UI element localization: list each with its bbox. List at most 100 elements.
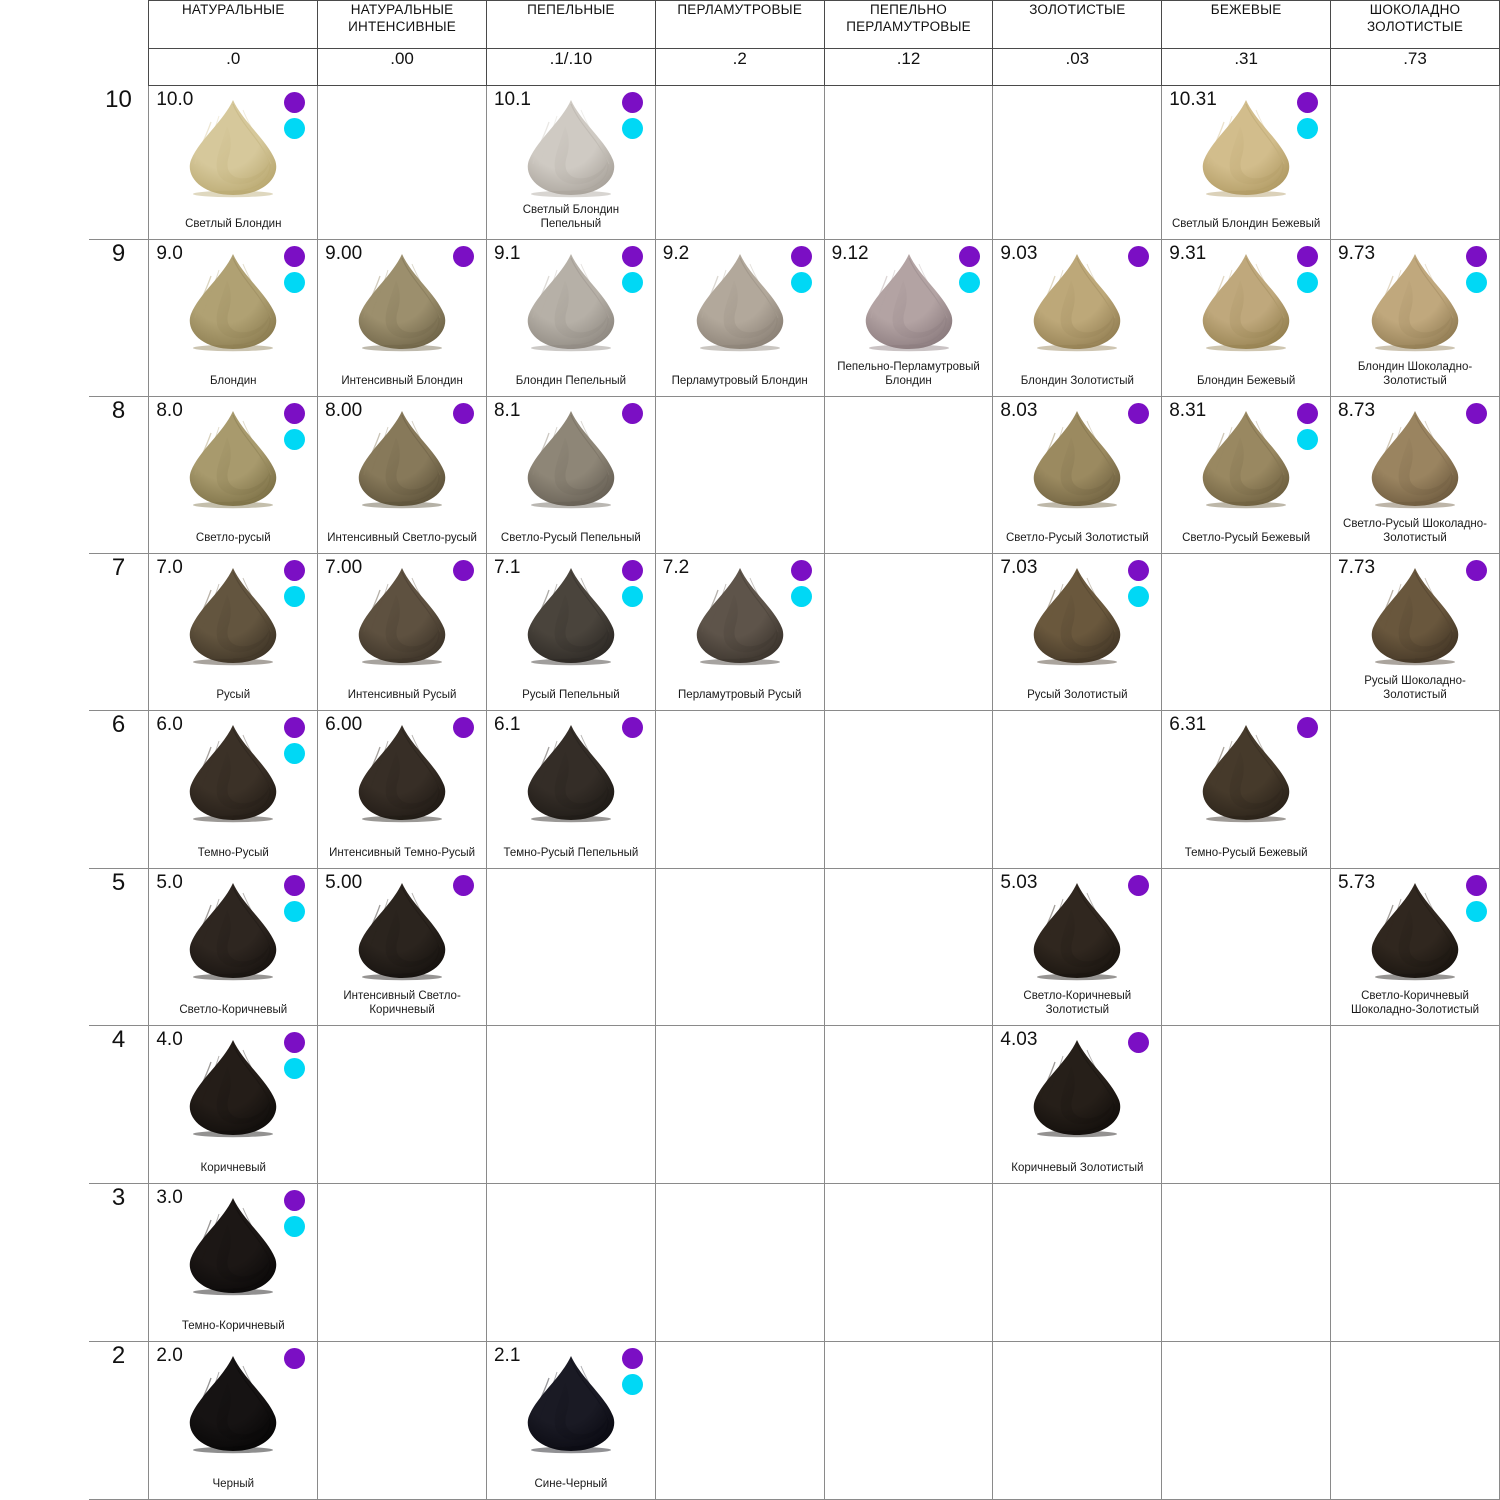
shade-cell[interactable]: 2.1 Сине-Черный [485,1340,656,1500]
hair-swatch-icon [1363,407,1467,511]
cyan-indicator-dot [621,586,643,608]
shade-cell[interactable]: 7.2 Перламутровый Русый [654,553,825,712]
level-number: 3 [111,1183,126,1211]
shade-cell[interactable]: 6.31 Темно-Русый Бежевый [1161,710,1332,869]
shade-code: 10.0 [156,89,194,111]
purple-indicator-dot [284,1189,306,1211]
shade-code: 5.73 [1338,871,1376,893]
level-number-cell: 10 [88,85,149,241]
column-family-header: ЗОЛОТИСТЫЕ [992,0,1163,49]
hair-swatch-icon [1194,721,1298,825]
shade-code: 9.12 [831,243,869,265]
hair-swatch-wrap [149,1036,317,1140]
cyan-indicator-dot [621,118,643,140]
shade-cell[interactable]: 5.03 Светло-Коричневый Золотистый [992,867,1163,1026]
shade-cell[interactable]: 9.03 Блондин Золотистый [992,239,1163,398]
shade-cell[interactable]: 8.1 Светло-Русый Пепельный [485,396,656,555]
shade-cell[interactable]: 7.03 Русый Золотистый [992,553,1163,712]
shade-name: Черный [212,1478,255,1490]
purple-indicator-dot [959,246,981,268]
shade-cell[interactable]: 5.0 Светло-Коричневый [148,867,319,1026]
shade-name: Сине-Черный [534,1478,608,1490]
indicator-dots [284,403,306,451]
indicator-dots [1466,874,1487,922]
cyan-indicator-dot [621,272,643,294]
indicator-dots [621,92,643,140]
hair-swatch-wrap [149,96,317,200]
shade-cell[interactable]: 8.73 Светло-Русый Шоколадно-Золотистый [1330,396,1500,555]
column-code-label: .12 [896,48,921,68]
column-code-label: .0 [226,48,241,68]
purple-indicator-dot [1128,874,1150,896]
shade-cell[interactable]: 4.0 Коричневый [148,1024,319,1184]
shade-cell[interactable]: 8.03 Светло-Русый Золотистый [992,396,1163,555]
shade-code: 7.0 [156,557,183,579]
hair-swatch-wrap [318,250,486,354]
shade-cell[interactable]: 5.73 Светло-Коричневый Шоколадно-Золотист… [1330,867,1500,1026]
spacer [0,48,89,86]
shade-cell[interactable]: 6.0 Темно-Русый [148,710,319,869]
shade-cell[interactable]: 6.1 Темно-Русый Пепельный [485,710,656,869]
level-number: 5 [111,868,126,896]
shade-name: Перламутровый Блондин [671,375,808,388]
hair-swatch-wrap [318,407,486,511]
level-number: 6 [111,711,126,739]
shade-cell[interactable]: 8.00 Интенсивный Светло-русый [317,396,487,555]
shade-cell[interactable]: 8.0 Светло-русый [148,396,319,555]
hair-swatch-icon [688,564,792,668]
column-family-header: БЕЖЕВЫЕ [1161,0,1332,49]
shade-cell[interactable]: 4.03 Коричневый Золотистый [992,1024,1163,1184]
shade-cell[interactable]: 9.31 Блондин Бежевый [1161,239,1332,398]
hair-swatch-wrap [1331,250,1499,354]
hair-swatch-icon [350,879,454,983]
hair-swatch-icon [350,721,454,825]
shade-name: Светлый Блондин Бежевый [1171,218,1321,231]
spacer-level [88,48,149,86]
indicator-dots [284,1189,306,1237]
shade-code: 2.0 [156,1344,183,1366]
shade-cell[interactable]: 9.0 Блондин [148,239,319,398]
shade-cell[interactable]: 7.0 Русый [148,553,319,712]
shade-cell[interactable]: 9.73 Блондин Шоколадно-Золотистый [1330,239,1500,398]
hair-swatch-icon [519,250,623,354]
cyan-indicator-dot [284,118,306,140]
empty-shade-cell [992,1340,1163,1500]
shade-cell[interactable]: 7.00 Интенсивный Русый [317,553,487,712]
column-code-label: .1/.10 [549,48,593,68]
shade-cell[interactable]: 8.31 Светло-Русый Бежевый [1161,396,1332,555]
hair-swatch-icon [181,1036,285,1140]
shade-name: Блондин Пепельный [515,375,627,388]
shade-cell[interactable]: 7.73 Русый Шоколадно-Золотистый [1330,553,1500,712]
shade-cell[interactable]: 10.0 Светлый Блондин [148,85,319,241]
purple-indicator-dot [452,246,474,268]
shade-name: Темно-Русый Пепельный [503,846,639,859]
shade-cell[interactable]: 2.0 Черный [148,1340,319,1500]
shade-cell[interactable]: 5.00 Интенсивный Светло-Коричневый [317,867,487,1026]
shade-code: 5.0 [156,871,183,893]
shade-cell[interactable]: 10.1 Светлый Блондин Пепельный [485,85,656,241]
hair-swatch-wrap [487,407,655,511]
shade-cell[interactable]: 9.00 Интенсивный Блондин [317,239,487,398]
column-code-label: .31 [1234,48,1258,68]
shade-name: Светло-Русый Шоколадно-Золотистый [1343,518,1487,545]
shade-cell[interactable]: 6.00 Интенсивный Темно-Русый [317,710,487,869]
hair-swatch-icon [1194,407,1298,511]
level-row: 5 5.0 Светло-Коричневый 5.00 Интенсивный Све… [0,867,1500,1026]
empty-shade-cell [992,710,1163,869]
spacer [0,1341,89,1500]
purple-indicator-dot [1128,560,1150,582]
hair-swatch-icon [519,1352,623,1456]
shade-cell[interactable]: 7.1 Русый Пепельный [485,553,656,712]
hair-swatch-icon [181,879,285,983]
shade-cell[interactable]: 9.12 Пепельно-Перламутровый Блондин [823,239,994,398]
shade-cell[interactable]: 3.0 Темно-Коричневый [148,1182,319,1342]
shade-name: Русый [216,689,251,702]
shade-cell[interactable]: 9.1 Блондин Пепельный [485,239,656,398]
empty-shade-cell [654,1182,825,1342]
shade-cell[interactable]: 9.2 Перламутровый Блондин [654,239,825,398]
level-number-cell: 6 [88,710,149,869]
shade-code: 4.03 [1000,1028,1038,1050]
hair-swatch-wrap [149,250,317,354]
shade-cell[interactable]: 10.31 Светлый Блондин Бежевый [1161,85,1332,241]
